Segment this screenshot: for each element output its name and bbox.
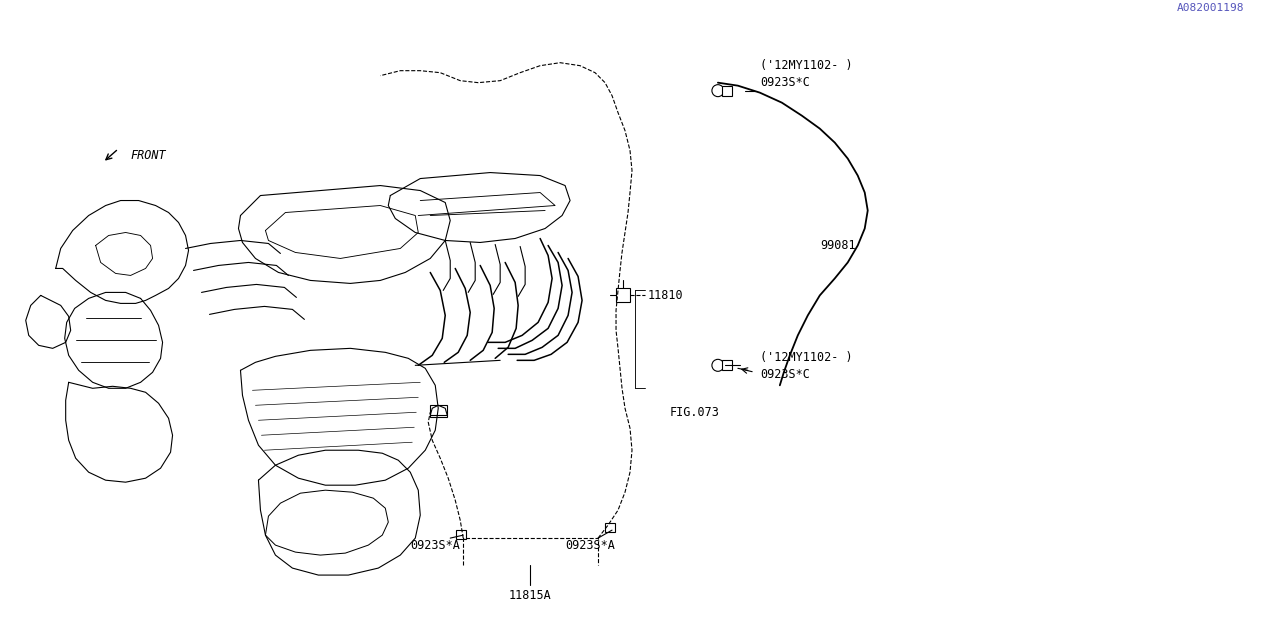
Bar xyxy=(456,530,466,539)
Text: A082001198: A082001198 xyxy=(1176,3,1244,13)
Text: 0923S*C: 0923S*C xyxy=(760,368,810,381)
Text: ('12MY1102- ): ('12MY1102- ) xyxy=(760,59,852,72)
Text: 99081: 99081 xyxy=(819,239,855,252)
Text: FRONT: FRONT xyxy=(131,149,166,162)
Bar xyxy=(722,86,732,95)
Text: FIG.073: FIG.073 xyxy=(669,406,719,419)
Text: 11810: 11810 xyxy=(648,289,684,302)
Text: ('12MY1102- ): ('12MY1102- ) xyxy=(760,351,852,364)
Bar xyxy=(605,523,614,532)
Text: 0923S*A: 0923S*A xyxy=(566,539,614,552)
Bar xyxy=(430,405,447,417)
Text: 0923S*C: 0923S*C xyxy=(760,76,810,89)
Bar xyxy=(616,289,630,303)
Text: 11815A: 11815A xyxy=(508,589,552,602)
Text: 0923S*A: 0923S*A xyxy=(411,539,461,552)
Bar xyxy=(722,360,732,371)
